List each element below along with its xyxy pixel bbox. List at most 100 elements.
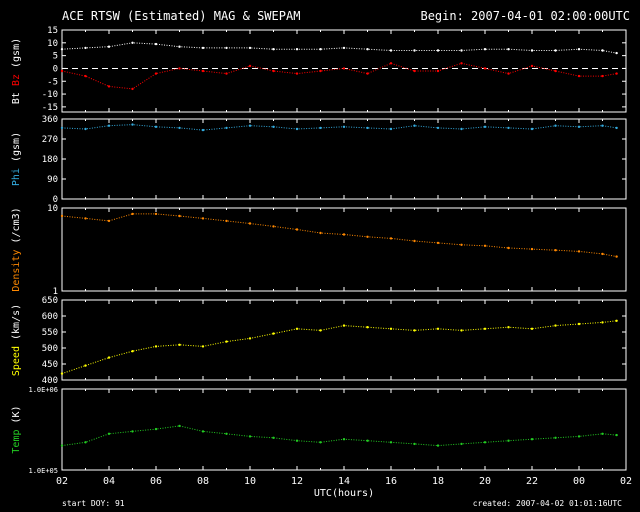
mag-bt-point [201, 46, 205, 50]
phi-phi-point [295, 127, 299, 131]
temp-temp-point [319, 441, 322, 444]
density-density-point [248, 222, 252, 225]
phi-phi-point [225, 126, 228, 130]
density-density-point [601, 252, 604, 256]
speed-speed-point [272, 332, 275, 335]
mag-y-label-part: Bt [11, 92, 22, 104]
temp-temp-point [342, 438, 346, 441]
phi-y-label-part: Phi [11, 168, 22, 186]
phi-phi-point [389, 127, 393, 131]
mag-bt-point [554, 49, 557, 52]
temp-y-tick-label: 1.0E+05 [28, 467, 58, 475]
mag-bz-point [530, 64, 534, 68]
density-density-point [413, 239, 416, 243]
mag-bt-point [389, 49, 393, 52]
density-y-label-part: Density [11, 250, 22, 292]
mag-bz-point [272, 69, 275, 73]
x-tick-label: 00 [573, 476, 585, 487]
mag-frame [61, 29, 627, 113]
temp-temp-point [530, 438, 534, 441]
density-frame [61, 207, 627, 292]
phi-phi-point [601, 124, 604, 127]
start-doy: start DOY: 91 [62, 499, 125, 508]
phi-phi-point [107, 124, 111, 127]
speed-speed-point [319, 329, 322, 332]
phi-phi-point [577, 125, 581, 128]
x-axis-label: UTC(hours) [314, 488, 374, 499]
density-density-point [436, 241, 440, 245]
x-tick-label: 14 [338, 476, 350, 487]
temp-temp-point [248, 435, 252, 438]
mag-bt-point [295, 48, 299, 51]
phi-phi-point [154, 125, 158, 128]
speed-speed-point [413, 329, 416, 332]
speed-speed-point [436, 327, 440, 330]
speed-y-tick-label: 650 [42, 296, 58, 306]
phi-phi-point [483, 125, 487, 128]
phi-phi-point [460, 127, 463, 131]
x-tick-label: 08 [197, 476, 209, 487]
speed-speed-point [248, 337, 252, 340]
temp-temp-point [272, 436, 275, 439]
speed-speed-point [615, 319, 618, 322]
mag-bz-point [107, 85, 111, 88]
speed-speed-point [154, 345, 158, 348]
mag-bt-line [61, 42, 617, 54]
mag-bz-point [342, 67, 346, 70]
phi-y-tick-label: 180 [42, 155, 58, 165]
mag-bz-point [436, 69, 440, 73]
mag-bt-point [319, 48, 322, 51]
phi-phi-point [342, 125, 346, 128]
speed-speed-point [60, 372, 64, 375]
temp-temp-point [601, 432, 604, 435]
temp-temp-point [131, 430, 134, 433]
density-density-point [225, 219, 228, 223]
speed-y-tick-label: 600 [42, 312, 58, 322]
speed-frame [61, 299, 627, 381]
mag-y-label-part: (gsm) [11, 38, 22, 74]
density-density-point [272, 225, 275, 228]
mag-bz-point [615, 72, 618, 75]
speed-speed-point [342, 324, 346, 327]
speed-speed-point [107, 356, 111, 359]
speed-speed-line [61, 320, 617, 375]
mag-bz-point [60, 69, 64, 73]
x-tick-label: 12 [291, 476, 303, 487]
mag-bz-point [225, 72, 228, 75]
density-density-point [577, 250, 581, 253]
speed-speed-point [460, 329, 463, 332]
mag-bt-point [530, 49, 534, 52]
phi-phi-point [201, 128, 205, 132]
density-density-point [154, 212, 158, 216]
x-tick-label: 04 [103, 476, 115, 487]
temp-temp-point [483, 441, 487, 444]
created-timestamp: created: 2007-04-02 01:01:16UTC [472, 499, 622, 508]
mag-bt-point [248, 46, 252, 50]
mag-bz-point [319, 69, 322, 73]
phi-y-tick-label: 360 [42, 115, 58, 125]
mag-y-tick-label: 0 [53, 64, 58, 74]
x-tick-label: 06 [150, 476, 162, 487]
mag-bt-point [366, 48, 369, 51]
phi-phi-point [366, 126, 369, 130]
temp-y-label: Temp (K) [11, 405, 22, 453]
density-density-point [131, 212, 134, 216]
speed-speed-point [295, 327, 299, 330]
temp-temp-point [577, 435, 581, 438]
density-density-point [201, 217, 205, 220]
density-density-point [554, 249, 557, 252]
speed-speed-point [201, 345, 205, 348]
mag-y-tick-label: -5 [47, 77, 58, 87]
mag-bz-point [601, 74, 604, 78]
mag-y-tick-label: -15 [42, 103, 58, 113]
mag-bt-point [413, 49, 416, 52]
temp-temp-point [295, 439, 299, 442]
mag-bz-line [61, 62, 617, 90]
mag-bt-point [107, 45, 111, 48]
mag-bz-point [154, 72, 158, 75]
density-y-label: Density (/cm3) [11, 207, 22, 291]
mag-bz-point [248, 64, 252, 68]
temp-temp-point [436, 444, 440, 447]
phi-phi-point [84, 127, 87, 131]
density-density-point [319, 231, 322, 235]
